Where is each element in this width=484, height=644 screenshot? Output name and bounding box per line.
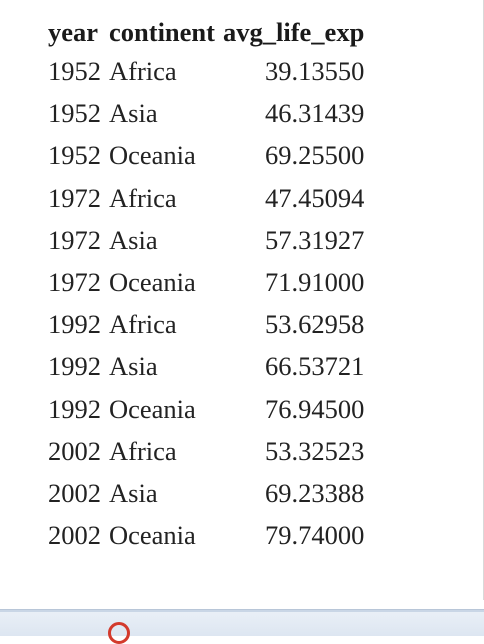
table-row: 2002 Asia 69.23388: [48, 472, 364, 514]
table-row: 1992 Asia 66.53721: [48, 345, 364, 387]
table-row: 1952 Africa 39.13550: [48, 50, 364, 92]
column-header-avg-life-exp: avg_life_exp: [223, 17, 365, 47]
table-row: 2002 Africa 53.32523: [48, 430, 364, 472]
cell-avg-life-exp: 79.74000: [264, 520, 365, 551]
cell-continent: Asia: [109, 477, 158, 508]
table-row: 1972 Asia 57.31927: [48, 219, 364, 261]
red-circle-icon[interactable]: [108, 622, 130, 644]
cell-continent: Asia: [109, 224, 158, 255]
cell-continent: Asia: [109, 351, 158, 382]
cell-avg-life-exp: 53.32523: [264, 435, 365, 466]
cell-continent: Africa: [109, 182, 177, 213]
cell-avg-life-exp: 53.62958: [264, 309, 365, 340]
cell-continent: Oceania: [109, 393, 196, 424]
table-row: 1952 Asia 46.31439: [48, 92, 364, 134]
cell-year: 2002: [48, 520, 101, 551]
cell-continent: Asia: [109, 98, 158, 129]
cell-year: 1972: [48, 224, 101, 255]
table-header: year continent avg_life_exp: [48, 14, 364, 50]
data-table-container: year continent avg_life_exp 1952 Africa …: [48, 14, 364, 556]
table-row: 2002 Oceania 79.74000: [48, 514, 364, 556]
cell-continent: Oceania: [109, 140, 196, 171]
cell-year: 1952: [48, 98, 101, 129]
cell-avg-life-exp: 46.31439: [264, 98, 365, 129]
cell-continent: Oceania: [109, 520, 196, 551]
cell-year: 1972: [48, 182, 101, 213]
cell-continent: Africa: [109, 309, 177, 340]
table-row: 1992 Oceania 76.94500: [48, 388, 364, 430]
toolbar-top-edge: [0, 610, 484, 612]
cell-year: 1952: [48, 140, 101, 171]
header-row: year continent avg_life_exp: [48, 14, 364, 50]
cell-year: 1992: [48, 351, 101, 382]
table-body: 1952 Africa 39.13550 1952 Asia 46.31439 …: [48, 50, 364, 556]
cell-avg-life-exp: 69.23388: [264, 477, 365, 508]
cell-avg-life-exp: 57.31927: [264, 224, 365, 255]
cell-year: 1992: [48, 309, 101, 340]
cell-year: 1992: [48, 393, 101, 424]
data-table: year continent avg_life_exp 1952 Africa …: [48, 14, 364, 556]
table-row: 1992 Africa 53.62958: [48, 303, 364, 345]
cell-avg-life-exp: 47.45094: [264, 182, 365, 213]
cell-avg-life-exp: 66.53721: [264, 351, 365, 382]
cell-year: 2002: [48, 435, 101, 466]
cell-continent: Oceania: [109, 267, 196, 298]
column-header-continent: continent: [109, 17, 215, 47]
cell-avg-life-exp: 71.91000: [264, 267, 365, 298]
cell-avg-life-exp: 69.25500: [264, 140, 365, 171]
table-row: 1972 Oceania 71.91000: [48, 261, 364, 303]
cell-continent: Africa: [109, 56, 177, 87]
table-row: 1972 Africa 47.45094: [48, 177, 364, 219]
table-row: 1952 Oceania 69.25500: [48, 134, 364, 176]
cell-year: 2002: [48, 477, 101, 508]
cell-avg-life-exp: 39.13550: [264, 56, 365, 87]
cell-continent: Africa: [109, 435, 177, 466]
cell-year: 1952: [48, 56, 101, 87]
cell-year: 1972: [48, 267, 101, 298]
column-header-year: year: [48, 17, 99, 47]
bottom-toolbar: [0, 609, 484, 644]
cell-avg-life-exp: 76.94500: [264, 393, 365, 424]
